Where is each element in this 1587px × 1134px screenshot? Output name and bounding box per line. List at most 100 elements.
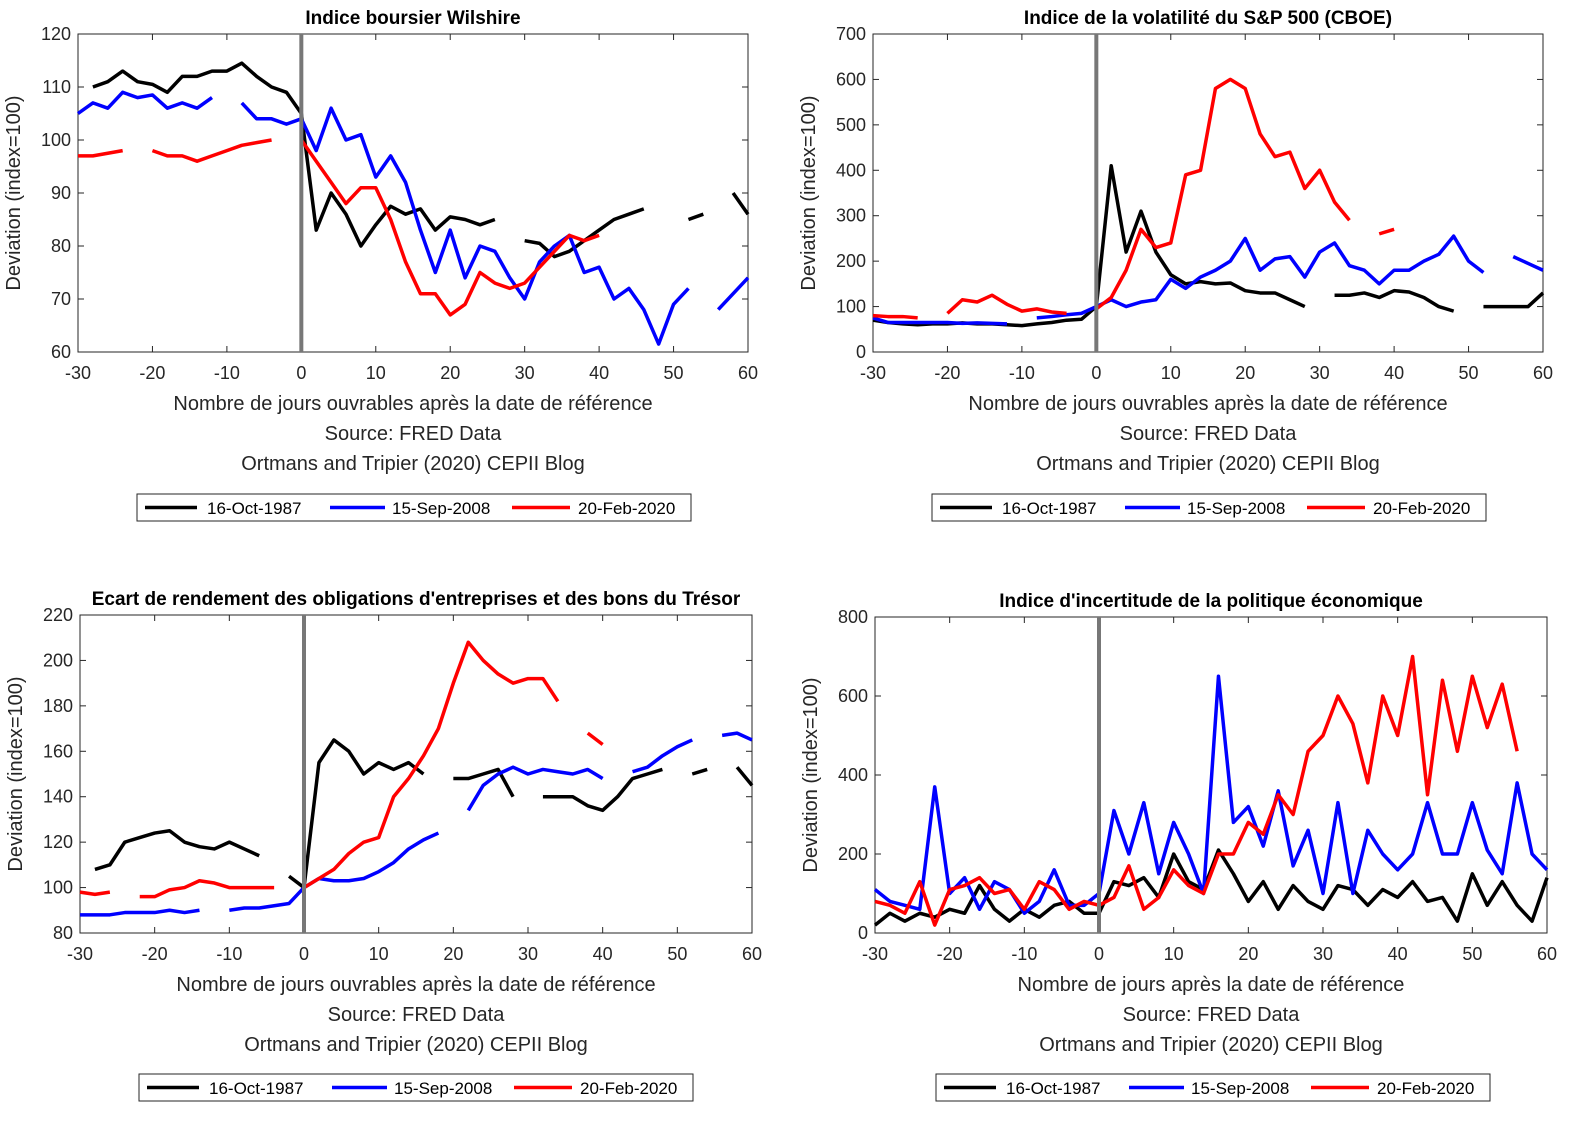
x-tick-label: 20	[440, 363, 460, 383]
x-tick-label: -10	[1009, 363, 1035, 383]
y-tick-label: 600	[838, 686, 868, 706]
legend-box	[935, 1073, 1491, 1102]
x-tick-label: 20	[1238, 944, 1258, 964]
y-axis-label: Deviation (index=100)	[800, 677, 822, 872]
x-tick-label: 60	[738, 363, 758, 383]
source-note: Ortmans and Tripier (2020) CEPII Blog	[1039, 1034, 1382, 1056]
series-line-15-sep-2008	[80, 731, 753, 917]
x-tick-label: 30	[1310, 363, 1330, 383]
y-tick-label: 200	[838, 844, 868, 864]
legend-label: 20-Feb-2020	[578, 499, 675, 518]
legend-label: 16-Oct-1987	[1006, 1079, 1101, 1098]
x-tick-label: 50	[1462, 944, 1482, 964]
y-tick-label: 90	[51, 183, 71, 203]
y-tick-label: 80	[51, 236, 71, 256]
y-tick-label: 800	[838, 607, 868, 627]
x-tick-label: -30	[862, 944, 888, 964]
legend-label: 15-Sep-2008	[392, 499, 490, 518]
y-tick-label: 400	[836, 160, 866, 180]
legend: 16-Oct-1987 15-Sep-2008 20-Feb-2020	[931, 493, 1487, 522]
x-tick-label: 20	[443, 944, 463, 964]
x-tick-label: 50	[664, 363, 684, 383]
series-line-16-oct-1987	[94, 738, 754, 890]
legend-label: 20-Feb-2020	[1373, 499, 1470, 518]
y-tick-label: 120	[41, 24, 71, 44]
subplot-1: -30 -20 -10 0 10 20 30 40 50 60 60 70 80 90 100 110 120 I…	[3, 8, 758, 522]
legend-label: 15-Sep-2008	[1191, 1079, 1289, 1098]
source-note: Ortmans and Tripier (2020) CEPII Blog	[244, 1034, 587, 1056]
x-tick-label: 10	[1161, 363, 1181, 383]
y-tick-label: 160	[43, 741, 73, 761]
x-tick-label: 60	[1533, 363, 1553, 383]
x-tick-label: 60	[1537, 944, 1557, 964]
legend-label: 20-Feb-2020	[1377, 1079, 1474, 1098]
x-tick-label: -20	[142, 944, 168, 964]
y-tick-label: 200	[836, 251, 866, 271]
x-tick-label: 10	[369, 944, 389, 964]
x-tick-label: 60	[742, 944, 762, 964]
y-tick-label: 0	[858, 923, 868, 943]
legend-box	[931, 493, 1487, 522]
y-tick-label: 120	[43, 832, 73, 852]
legend-label: 15-Sep-2008	[394, 1079, 492, 1098]
y-tick-label: 0	[856, 342, 866, 362]
x-tick-label: 30	[518, 944, 538, 964]
legend-label: 20-Feb-2020	[580, 1079, 677, 1098]
y-axis-label: Deviation (index=100)	[798, 95, 820, 290]
source-note: Source: FRED Data	[1123, 1004, 1301, 1026]
x-tick-label: 10	[366, 363, 386, 383]
x-tick-label: -30	[860, 363, 886, 383]
series-line-15-sep-2008	[873, 674, 1549, 915]
x-tick-label: 0	[299, 944, 309, 964]
y-tick-label: 200	[43, 650, 73, 670]
x-tick-label: 50	[1459, 363, 1479, 383]
source-note: Source: FRED Data	[328, 1004, 506, 1026]
legend: 16-Oct-1987 15-Sep-2008 20-Feb-2020	[138, 1073, 694, 1102]
x-tick-label: 20	[1235, 363, 1255, 383]
y-axis-label: Deviation (index=100)	[5, 676, 27, 871]
source-note: Source: FRED Data	[1120, 423, 1298, 445]
y-axis-label: Deviation (index=100)	[3, 95, 25, 290]
y-tick-label: 80	[53, 923, 73, 943]
legend-label: 16-Oct-1987	[209, 1079, 304, 1098]
x-tick-label: 40	[1384, 363, 1404, 383]
x-axis-label: Nombre de jours ouvrables après la date …	[176, 974, 655, 996]
x-tick-label: 30	[515, 363, 535, 383]
y-tick-label: 300	[836, 206, 866, 226]
y-tick-label: 100	[836, 297, 866, 317]
subplot-2: -30 -20 -10 0 10 20 30 40 50 60010020030040050060…	[798, 8, 1553, 522]
chart-title: Ecart de rendement des obligations d'ent…	[92, 589, 741, 610]
y-tick-label: 500	[836, 115, 866, 135]
x-tick-label: -20	[934, 363, 960, 383]
x-axis-label: Nombre de jours ouvrables après la date …	[968, 393, 1447, 415]
x-axis-label: Nombre de jours ouvrables après la date …	[173, 393, 652, 415]
legend-label: 16-Oct-1987	[1002, 499, 1097, 518]
x-tick-label: 30	[1313, 944, 1333, 964]
chart-title: Indice d'incertitude de la politique éco…	[999, 591, 1423, 612]
legend: 16-Oct-1987 15-Sep-2008 20-Feb-2020	[136, 493, 692, 522]
y-tick-label: 100	[43, 878, 73, 898]
x-tick-label: -20	[139, 363, 165, 383]
series-line-15-sep-2008	[872, 234, 1544, 326]
series-line-15-sep-2008	[76, 90, 750, 346]
x-tick-label: 0	[1091, 363, 1101, 383]
series-line-20-feb-2020	[78, 138, 600, 317]
x-tick-label: 40	[589, 363, 609, 383]
x-tick-label: 40	[593, 944, 613, 964]
y-tick-label: 600	[836, 69, 866, 89]
subplot-4: -30 -20 -10 0 10 20 30 40 50 600200400600800Indic…	[800, 591, 1557, 1102]
plot-area	[79, 614, 753, 934]
y-tick-label: 110	[42, 77, 71, 97]
series-line-20-feb-2020	[872, 77, 1395, 320]
series-line-20-feb-2020	[874, 654, 1519, 927]
legend-box	[138, 1073, 694, 1102]
y-tick-label: 100	[41, 130, 71, 150]
source-note: Source: FRED Data	[325, 423, 503, 445]
subplot-3: -30 -20 -10 0 10 20 30 40 50 60 80 100 120 140 160 180 2…	[5, 589, 762, 1102]
chart-title: Indice de la volatilité du S&P 500 (CBOE…	[1024, 8, 1392, 29]
x-tick-label: -30	[67, 944, 93, 964]
x-axis-label: Nombre de jours après la date de référen…	[1018, 974, 1405, 996]
y-tick-label: 140	[43, 787, 73, 807]
source-note: Ortmans and Tripier (2020) CEPII Blog	[241, 453, 584, 475]
y-tick-label: 180	[43, 696, 73, 716]
